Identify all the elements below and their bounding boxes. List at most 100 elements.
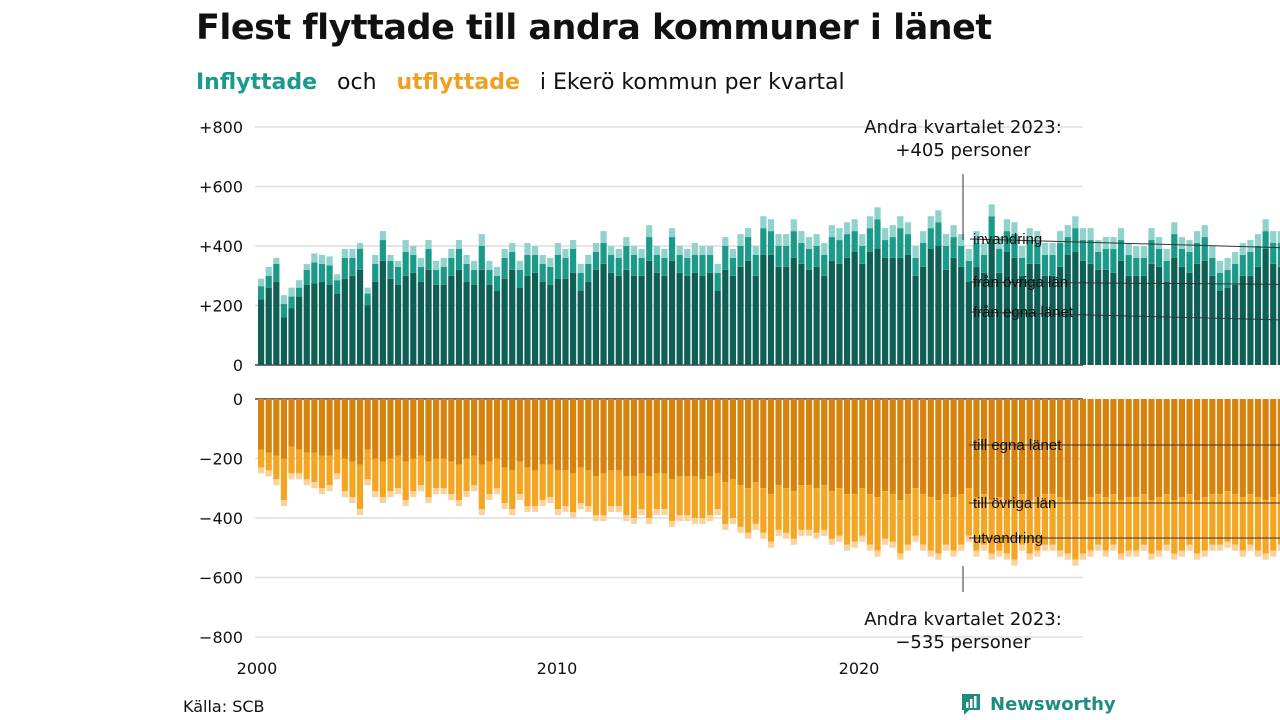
outflow-bar-segment (258, 449, 265, 468)
inflow-bar-segment (394, 260, 402, 267)
inflow-bar-segment (1163, 248, 1170, 261)
outflow-bar-segment (539, 399, 546, 465)
inflow-bar-segment (1232, 251, 1239, 264)
outflow-bar-segment (326, 485, 333, 492)
inflow-bar-segment (1019, 246, 1026, 258)
inflow-bar-segment (897, 216, 904, 229)
inflow-bar-segment (372, 281, 379, 365)
outflow-bar-segment (729, 518, 737, 524)
outflow-bar-segment (493, 458, 501, 489)
outflow-bar-segment (1117, 399, 1125, 501)
outflow-bar-segment (897, 553, 904, 560)
outflow-bar-segment (1277, 494, 1280, 545)
outflow-bar-segment (1003, 553, 1010, 560)
outflow-bar-segment (623, 476, 630, 516)
inflow-bar-segment (471, 284, 478, 365)
inflow-bar-segment (706, 246, 714, 255)
inflow-bar-segment (1201, 225, 1208, 238)
outflow-bar-segment (311, 399, 318, 453)
inflow-bar-segment (1140, 257, 1147, 276)
top-y-tick-label: +800 (199, 118, 243, 137)
outflow-bar-segment (1140, 544, 1147, 551)
brand-logo[interactable]: Newsworthy (960, 692, 1116, 716)
inflow-bar-segment (1079, 260, 1087, 365)
outflow-bar-segment (1140, 399, 1147, 495)
outflow-bar-segment (1064, 500, 1071, 554)
outflow-bar-segment (745, 488, 752, 533)
outflow-bar-segment (775, 485, 782, 530)
outflow-bar-segment (821, 399, 828, 486)
inflow-bar-segment (471, 260, 478, 270)
inflow-bar-segment (516, 260, 523, 270)
inflow-bar-segment (1034, 231, 1041, 244)
inflow-bar-segment (1140, 246, 1147, 258)
outflow-bar-segment (463, 491, 470, 498)
inflow-bar-segment (828, 237, 835, 261)
inflow-bar-segment (425, 269, 432, 365)
inflow-bar-segment (859, 234, 866, 246)
outflow-bar-segment (646, 476, 653, 518)
outflow-bar-segment (623, 515, 630, 521)
inflow-bar-segment (1247, 251, 1254, 276)
inflow-bar-segment (364, 287, 371, 294)
inflow-bar-segment (387, 278, 394, 365)
inflow-bar-segment (273, 257, 280, 264)
outflow-bar-segment (303, 399, 310, 453)
outflow-bar-segment (600, 473, 607, 516)
outflow-bar-segment (722, 482, 729, 524)
inflow-bar-segment (562, 257, 569, 279)
inflow-bar-segment (836, 263, 843, 365)
outflow-bar-segment (288, 473, 295, 480)
inflow-bar-segment (783, 246, 790, 267)
outflow-bar-segment (745, 532, 752, 539)
outflow-bar-segment (996, 399, 1003, 498)
outflow-bar-segment (927, 497, 934, 551)
inflow-bar-segment (455, 269, 463, 365)
outflow-bar-segment (646, 399, 653, 477)
inflow-bar-segment (1019, 257, 1026, 276)
outflow-bar-segment (737, 399, 744, 486)
outflow-bar-segment (760, 532, 767, 539)
outflow-bar-segment (1087, 550, 1094, 557)
inflow-bar-segment (920, 266, 927, 365)
outflow-bar-segment (912, 488, 919, 536)
outflow-bar-segment (372, 399, 379, 459)
inflow-bar-segment (288, 296, 295, 309)
outflow-bar-segment (1194, 399, 1201, 501)
outflow-bar-segment (927, 399, 934, 498)
inflow-bar-segment (912, 275, 919, 365)
inflow-bar-segment (1148, 228, 1155, 241)
outflow-bar-segment (402, 399, 409, 462)
outflow-bar-segment (1011, 399, 1018, 504)
outflow-bar-segment (349, 497, 356, 504)
outflow-bar-segment (1148, 399, 1155, 501)
inflow-bar-segment (1034, 243, 1041, 264)
bottom-y-tick-label: −200 (199, 450, 243, 469)
inflow-bar-segment (798, 243, 805, 264)
outflow-bar-segment (904, 494, 912, 545)
inflow-bar-segment (608, 254, 615, 273)
outflow-bar-segment (303, 479, 310, 486)
outflow-bar-segment (1125, 497, 1132, 551)
inflow-bar-segment (1178, 266, 1186, 365)
outflow-bar-segment (1049, 544, 1056, 551)
inflow-bar-segment (980, 254, 988, 273)
inflow-bar-segment (1277, 266, 1280, 365)
inflow-bar-segment (1072, 216, 1079, 229)
inflow-bar-segment (676, 254, 683, 273)
inflow-bar-segment (714, 263, 721, 273)
inflow-bar-segment (996, 272, 1003, 365)
inflow-bar-segment (1072, 251, 1079, 365)
inflow-bar-segment (379, 260, 386, 365)
outflow-bar-segment (577, 399, 584, 468)
inflow-bar-segment (965, 281, 972, 365)
inflow-bar-segment (668, 237, 676, 261)
inflow-bar-segment (767, 254, 775, 365)
outflow-bar-segment (996, 497, 1003, 551)
outflow-bar-segment (1155, 399, 1163, 498)
outflow-bar-segment (1019, 399, 1026, 495)
outflow-bar-segment (524, 399, 531, 468)
outflow-bar-segment (258, 467, 265, 474)
inflow-series-label: invandring (973, 231, 1042, 248)
inflow-bar-segment (676, 246, 683, 255)
